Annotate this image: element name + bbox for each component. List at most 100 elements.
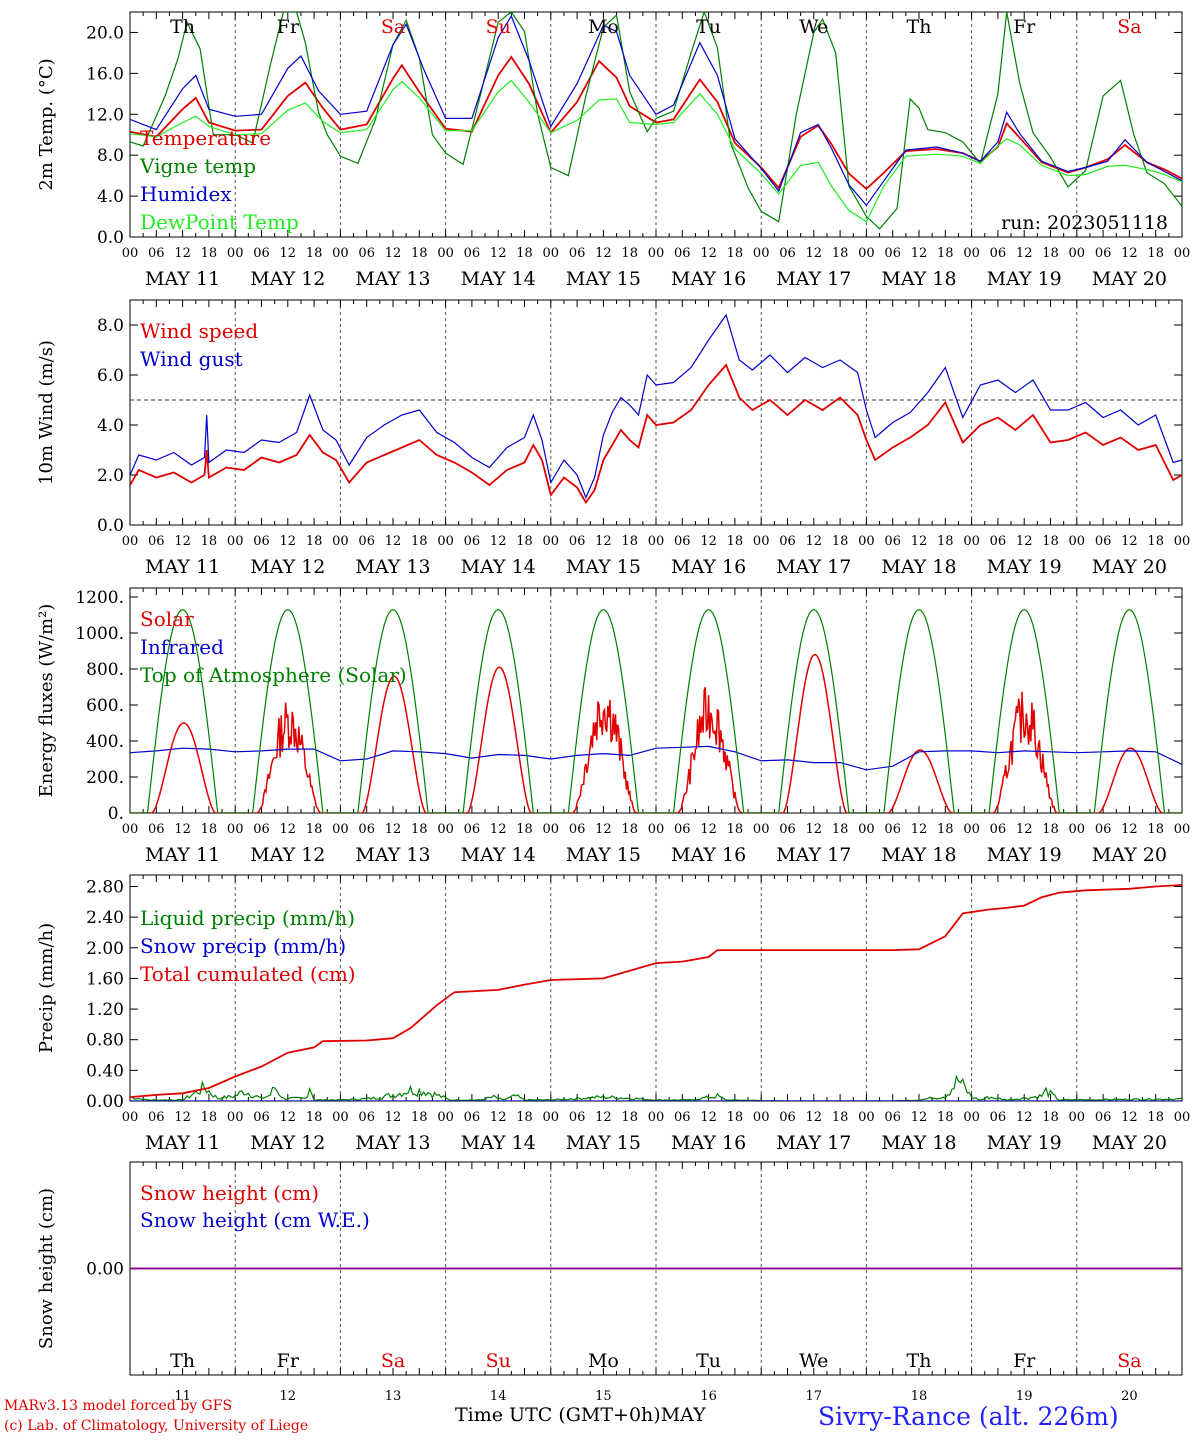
hour-tick-label: 00 <box>1174 246 1191 261</box>
day-number-label: 15 <box>595 1389 612 1404</box>
hour-tick-label: 06 <box>1095 822 1112 837</box>
hour-tick-label: 12 <box>1016 822 1033 837</box>
y-tick-label: 4.0 <box>97 187 124 207</box>
hour-tick-label: 12 <box>174 246 191 261</box>
date-label: MAY 14 <box>461 1132 536 1154</box>
weekday-label: Tu <box>696 1350 721 1372</box>
hour-tick-label: 00 <box>543 246 560 261</box>
legend-entry: Snow height (cm W.E.) <box>140 1208 370 1232</box>
hour-tick-label: 18 <box>621 534 638 549</box>
hour-tick-label: 06 <box>148 246 165 261</box>
hour-tick-label: 12 <box>490 1110 507 1125</box>
hour-tick-label: 18 <box>727 246 744 261</box>
date-label: MAY 13 <box>355 1132 430 1154</box>
series-line-total-cumulated-cm- <box>130 884 1182 1099</box>
hour-tick-label: 06 <box>674 822 691 837</box>
hour-tick-label: 00 <box>122 1110 139 1125</box>
hour-tick-label: 18 <box>411 534 428 549</box>
hour-tick-label: 00 <box>332 822 349 837</box>
series-line-wind-speed <box>130 363 1182 505</box>
weekday-label: Sa <box>1117 1350 1141 1372</box>
hour-tick-label: 18 <box>621 822 638 837</box>
hour-tick-label: 00 <box>122 822 139 837</box>
hour-tick-label: 12 <box>911 246 928 261</box>
x-axis-label: Time UTC (GMT+0h)MAY <box>455 1404 706 1426</box>
hour-tick-label: 12 <box>700 822 717 837</box>
hour-tick-label: 00 <box>753 246 770 261</box>
hour-tick-label: 18 <box>306 1110 323 1125</box>
hour-tick-label: 18 <box>1147 822 1164 837</box>
hour-tick-label: 06 <box>464 534 481 549</box>
hour-tick-label: 00 <box>1174 822 1191 837</box>
hour-tick-label: 06 <box>253 1110 270 1125</box>
panel-temperature: 0.0 4.0 8.0 12.0 16.0 20.0 2m Temp. (°C) 00 06 12… <box>36 11 1191 290</box>
y-axis-label: Snow height (cm) <box>36 1188 57 1349</box>
hour-tick-label: 12 <box>700 534 717 549</box>
hour-tick-label: 00 <box>858 1110 875 1125</box>
date-label: MAY 12 <box>250 556 325 578</box>
hour-tick-label: 06 <box>1095 246 1112 261</box>
y-tick-label: 16.0 <box>86 64 124 84</box>
hour-tick-label: 06 <box>358 1110 375 1125</box>
hour-tick-label: 12 <box>1016 1110 1033 1125</box>
y-tick-label: 6.0 <box>97 366 124 386</box>
hour-tick-label: 18 <box>832 822 849 837</box>
hour-tick-label: 18 <box>516 534 533 549</box>
hour-tick-label: 06 <box>990 1110 1007 1125</box>
legend-entry: Solar <box>140 607 194 631</box>
date-label: MAY 20 <box>1092 844 1167 866</box>
y-tick-label: 12.0 <box>86 105 124 125</box>
hour-tick-label: 06 <box>990 534 1007 549</box>
hour-tick-label: 06 <box>358 822 375 837</box>
hour-tick-label: 00 <box>122 246 139 261</box>
date-label: MAY 17 <box>776 268 851 290</box>
hour-tick-label: 18 <box>201 534 218 549</box>
legend-entry: Snow precip (mm/h) <box>140 934 346 958</box>
hour-tick-label: 18 <box>937 246 954 261</box>
legend-entry: DewPoint Temp <box>140 210 299 234</box>
hour-tick-label: 12 <box>911 822 928 837</box>
y-tick-label: 1.20 <box>86 1000 124 1020</box>
hour-tick-label: 12 <box>385 1110 402 1125</box>
y-tick-label: 1000. <box>75 624 124 644</box>
hour-tick-label: 12 <box>174 1110 191 1125</box>
date-label: MAY 13 <box>355 556 430 578</box>
day-number-label: 19 <box>1016 1389 1033 1404</box>
hour-tick-label: 00 <box>1174 1110 1191 1125</box>
y-tick-label: 0. <box>108 804 124 824</box>
hour-tick-label: 00 <box>858 246 875 261</box>
series-line-vigne-temp <box>130 12 1182 230</box>
day-number-label: 16 <box>700 1389 717 1404</box>
y-tick-label: 2.00 <box>86 939 124 959</box>
hour-tick-label: 06 <box>253 246 270 261</box>
hour-tick-label: 12 <box>280 534 297 549</box>
date-label: MAY 11 <box>145 556 220 578</box>
hour-tick-label: 06 <box>148 534 165 549</box>
panel-wind: 0.0 2.0 4.0 6.0 8.0 10m Wind (m/s) 00 06 12 18 MAY… <box>36 299 1190 578</box>
hour-tick-label: 00 <box>648 822 665 837</box>
y-axis-label: Precip (mm/h) <box>36 923 57 1053</box>
y-tick-label: 1200. <box>75 588 124 608</box>
hour-tick-label: 12 <box>1121 246 1138 261</box>
hour-tick-label: 06 <box>358 534 375 549</box>
hour-tick-label: 12 <box>280 822 297 837</box>
hour-tick-label: 06 <box>884 246 901 261</box>
hour-tick-label: 06 <box>674 1110 691 1125</box>
series-line-wind-gust <box>130 313 1182 500</box>
date-label: MAY 17 <box>776 844 851 866</box>
date-label: MAY 14 <box>461 556 536 578</box>
hour-tick-label: 18 <box>1042 822 1059 837</box>
hour-tick-label: 00 <box>543 534 560 549</box>
legend-entry: Infrared <box>140 635 224 659</box>
hour-tick-label: 00 <box>753 822 770 837</box>
date-label: MAY 13 <box>355 268 430 290</box>
date-label: MAY 18 <box>881 844 956 866</box>
hour-tick-label: 18 <box>832 246 849 261</box>
day-number-label: 20 <box>1121 1389 1138 1404</box>
hour-tick-label: 12 <box>1016 246 1033 261</box>
panel-frame <box>129 299 1183 526</box>
hour-tick-label: 12 <box>806 246 823 261</box>
hour-tick-label: 12 <box>1121 822 1138 837</box>
day-number-label: 14 <box>490 1389 507 1404</box>
